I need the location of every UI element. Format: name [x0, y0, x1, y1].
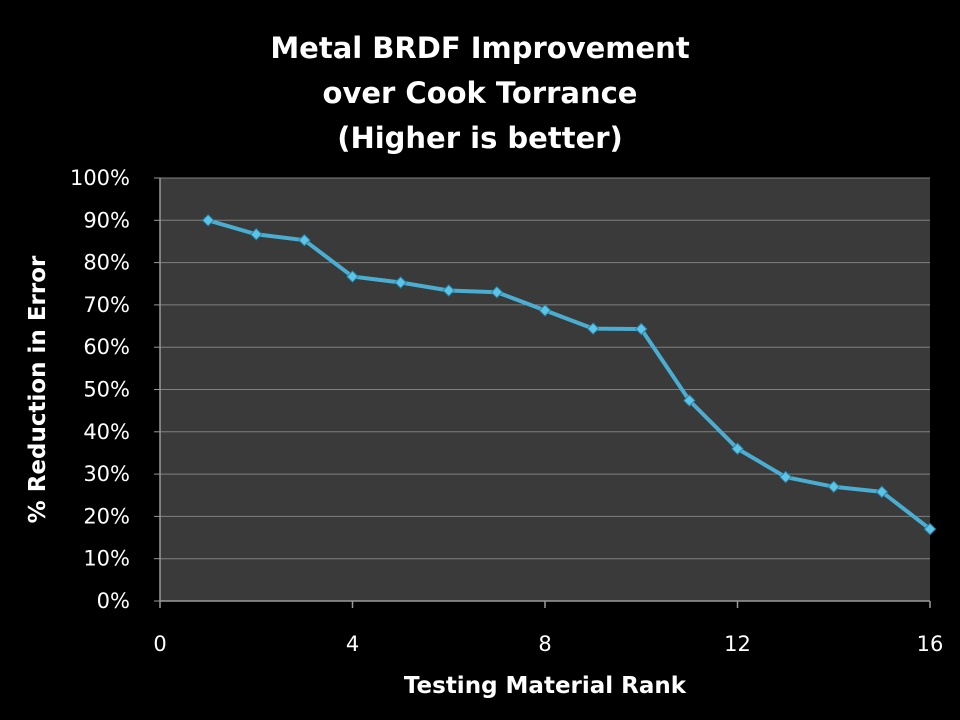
x-tick-label: 0: [153, 632, 166, 656]
data-point-marker: [779, 470, 792, 484]
y-tick-label: 80%: [83, 251, 130, 275]
x-axis-title: Testing Material Rank: [404, 673, 687, 699]
data-point-marker: [298, 233, 311, 247]
y-axis-title: % Reduction in Error: [25, 255, 51, 523]
chart-title: Metal BRDF Improvement over Cook Torrance…: [270, 31, 690, 155]
y-tick-label: 70%: [83, 293, 130, 317]
data-point-marker: [635, 322, 648, 336]
y-tick-label: 50%: [83, 378, 130, 402]
series-line: [206, 218, 932, 532]
y-tick-label: 100%: [70, 166, 130, 190]
data-point-marker: [346, 270, 359, 283]
data-point-marker: [394, 276, 407, 289]
data-point-marker: [827, 480, 840, 493]
y-tick-label: 30%: [83, 462, 130, 486]
data-point-marker: [201, 214, 215, 227]
chart-title-line: Metal BRDF Improvement: [270, 31, 690, 65]
data-point-marker: [442, 284, 455, 297]
y-tick-label: 0%: [97, 589, 130, 613]
y-axis-tick-labels: 0% 10% 20% 30% 40% 50% 60% 70% 80% 90% 100%: [70, 166, 130, 613]
data-point-marker: [875, 485, 889, 499]
data-series: [201, 214, 937, 536]
y-tick-label: 60%: [83, 335, 130, 359]
x-tick-label: 4: [346, 632, 359, 656]
x-tick-label: 12: [724, 632, 751, 656]
chart-title-line: (Higher is better): [337, 121, 623, 155]
data-point-marker: [250, 228, 263, 241]
x-axis-tick-labels: 0 4 8 12 16: [153, 632, 943, 656]
data-point-marker: [538, 304, 552, 317]
data-point-marker: [923, 522, 937, 536]
y-tick-label: 20%: [83, 504, 130, 528]
x-tick-label: 16: [917, 632, 944, 656]
data-point-marker: [586, 322, 600, 335]
y-tick-label: 40%: [83, 420, 130, 444]
y-tick-label: 90%: [83, 208, 130, 232]
chart-title-line: over Cook Torrance: [323, 76, 638, 110]
data-point-marker: [683, 394, 696, 407]
axes: [159, 178, 931, 608]
data-point-marker: [490, 286, 504, 299]
x-tick-label: 8: [538, 632, 551, 656]
y-tick-label: 10%: [83, 547, 130, 571]
data-point-marker: [731, 442, 744, 455]
